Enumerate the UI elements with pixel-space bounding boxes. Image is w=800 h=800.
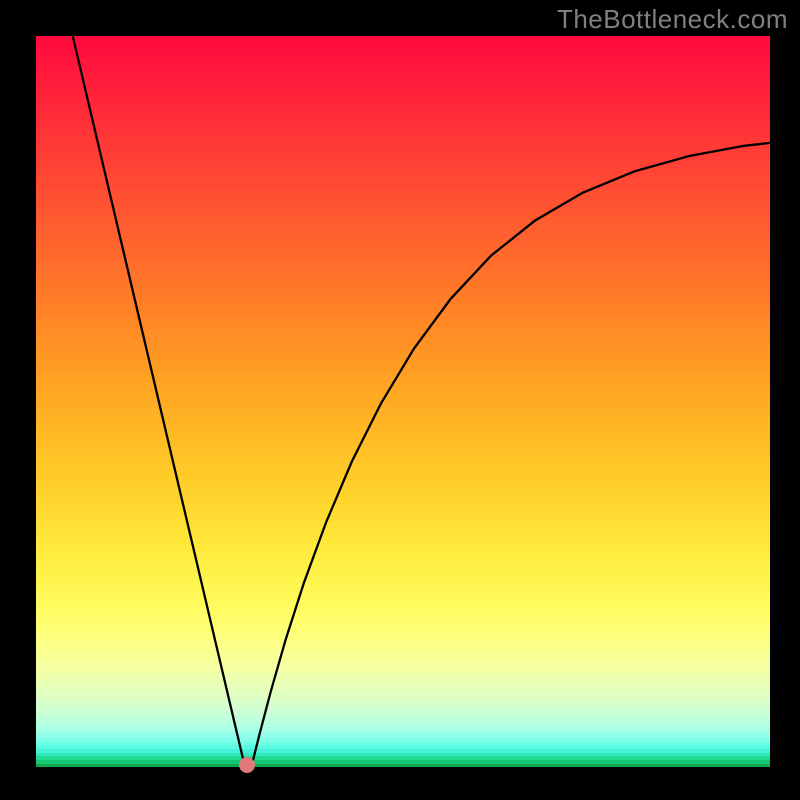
plot-area	[36, 36, 770, 768]
bottleneck-curve	[73, 36, 770, 768]
curve-layer	[36, 36, 770, 768]
optimal-point-marker	[239, 757, 255, 773]
watermark-text: TheBottleneck.com	[557, 4, 788, 35]
chart-frame: TheBottleneck.com	[0, 0, 800, 800]
